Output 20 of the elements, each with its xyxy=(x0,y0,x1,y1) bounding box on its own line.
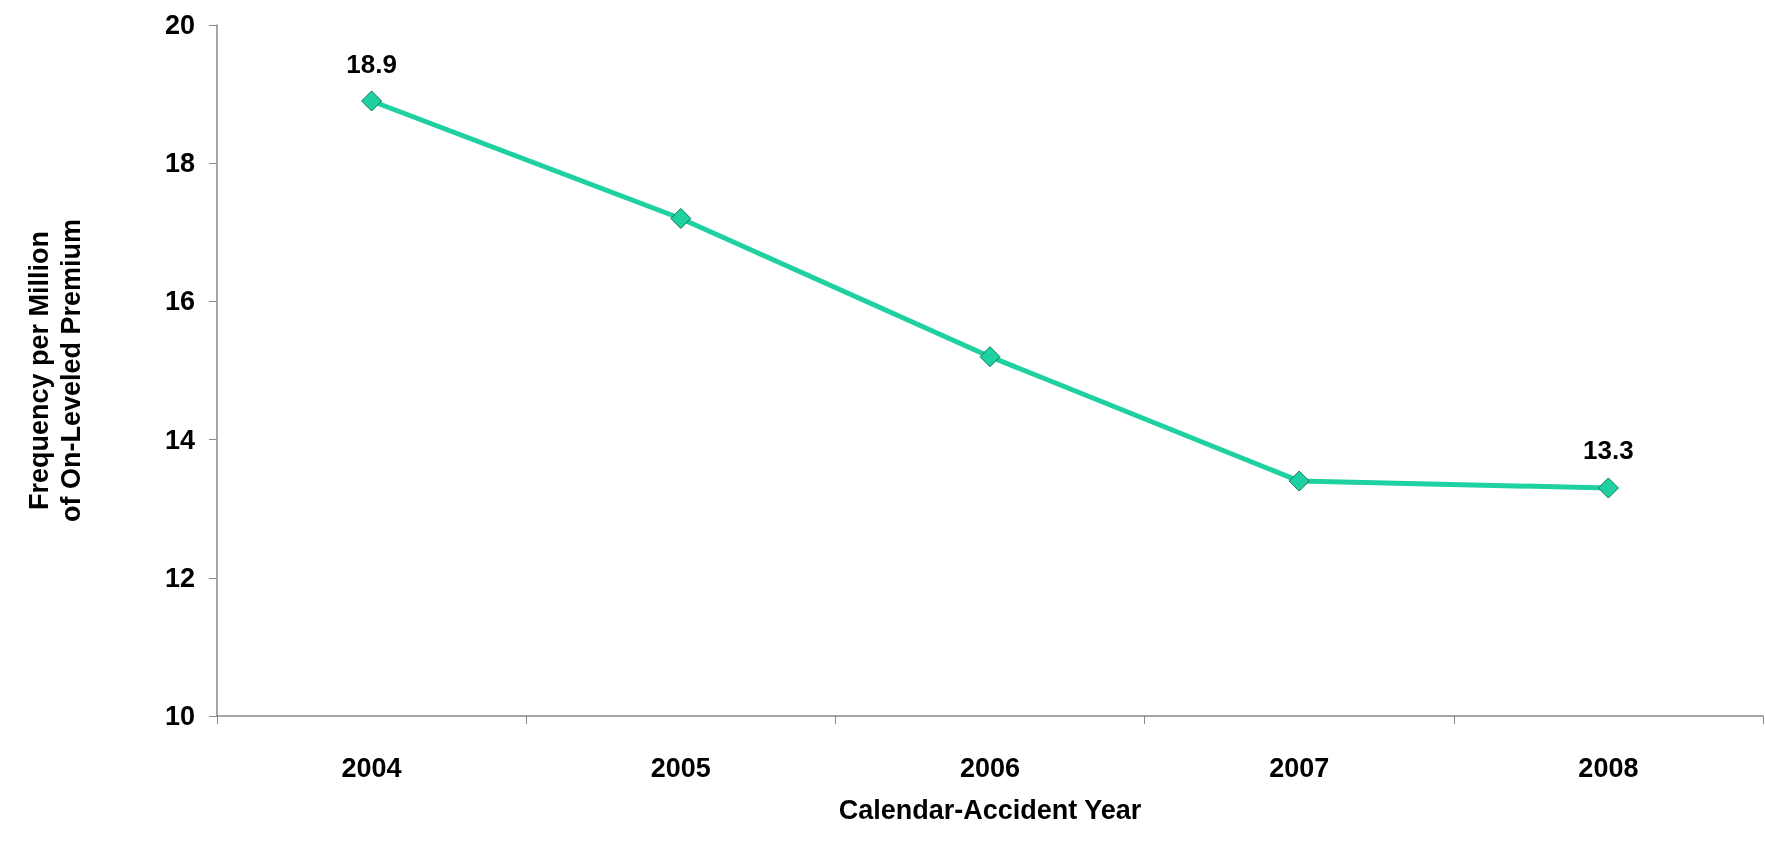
y-tick-label: 10 xyxy=(164,701,195,731)
y-tick-label: 14 xyxy=(164,424,195,455)
point xyxy=(670,207,692,229)
y-tick-label: 12 xyxy=(164,562,195,593)
x-tick-label: 2004 xyxy=(341,752,402,783)
x-axis-title: Calendar-Accident Year xyxy=(838,794,1142,825)
x-tick-label: 2006 xyxy=(959,752,1021,783)
x-tick-label: 2008 xyxy=(1578,752,1639,783)
point xyxy=(361,90,383,112)
x-tick-label: 2007 xyxy=(1269,752,1330,783)
data-label: 13.3 xyxy=(1583,435,1634,466)
y-axis-title: Frequency per Million of On-Leveled Premium xyxy=(24,218,86,523)
y-tick-label: 20 xyxy=(164,10,195,40)
point xyxy=(979,346,1001,368)
y-tick-label: 16 xyxy=(164,286,195,317)
data-label: 18.9 xyxy=(346,48,397,79)
point xyxy=(1288,470,1310,492)
y-tick-label: 18 xyxy=(164,148,195,179)
x-tick-label: 2005 xyxy=(650,752,711,783)
point xyxy=(1597,477,1619,499)
